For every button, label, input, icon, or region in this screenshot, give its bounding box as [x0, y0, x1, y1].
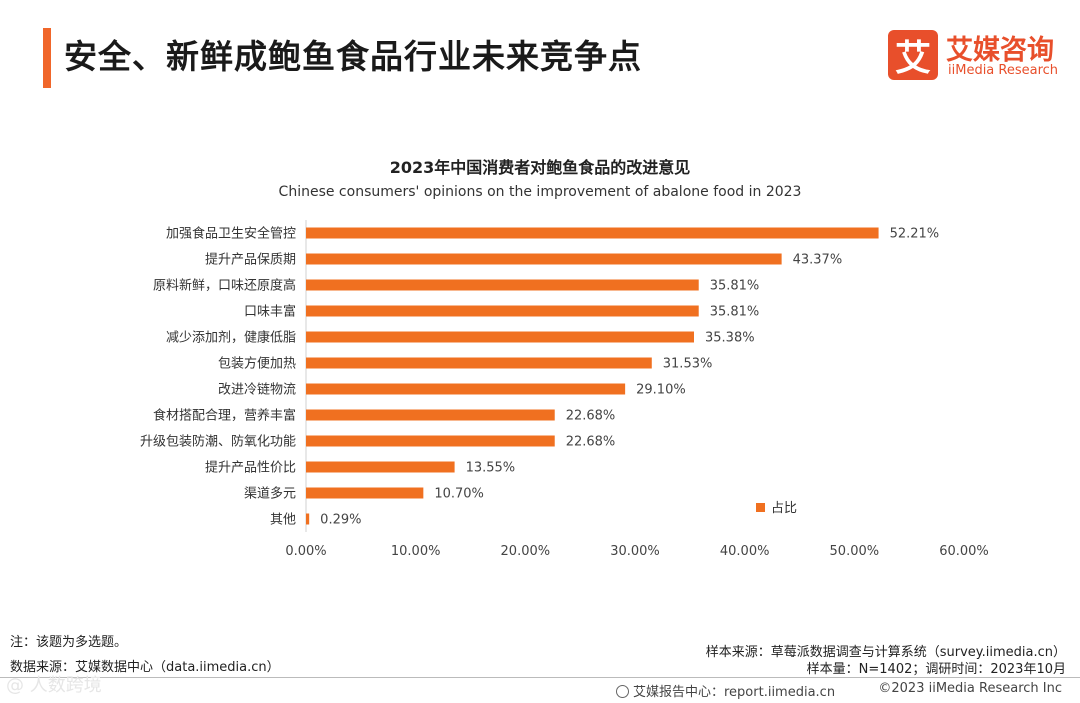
- logo-mark: 艾: [888, 30, 938, 80]
- data-source: 数据来源：艾媒数据中心（data.iimedia.cn）: [10, 660, 280, 675]
- bar: [306, 253, 782, 265]
- iimedia-logo: 艾 艾媒咨询 iiMedia Research: [888, 30, 1068, 82]
- title-accent-bar: [43, 28, 51, 88]
- category-label: 其他: [270, 513, 296, 528]
- category-label: 提升产品保质期: [205, 252, 296, 268]
- data-label: 29.10%: [636, 383, 686, 398]
- bar: [306, 487, 424, 499]
- data-label: 31.53%: [663, 357, 713, 372]
- report-center: 艾媒报告中心：report.iimedia.cn: [616, 681, 835, 700]
- data-label: 35.81%: [710, 279, 760, 294]
- x-tick-label: 30.00%: [610, 544, 660, 559]
- page-title: 安全、新鲜成鲍鱼食品行业未来竞争点: [64, 37, 642, 76]
- x-tick-label: 10.00%: [391, 544, 441, 559]
- chart-title: 2023年中国消费者对鲍鱼食品的改进意见: [389, 158, 691, 177]
- category-label: 食材搭配合理，营养丰富: [153, 408, 296, 424]
- x-tick-label: 60.00%: [939, 544, 989, 559]
- data-label: 13.55%: [466, 461, 516, 476]
- data-label: 22.68%: [566, 409, 616, 424]
- category-label: 减少添加剂，健康低脂: [166, 330, 296, 346]
- category-label: 包装方便加热: [218, 356, 296, 372]
- copyright: ©2023 iiMedia Research Inc: [878, 681, 1062, 696]
- bar: [306, 461, 455, 473]
- bar: [306, 357, 652, 369]
- bar: [306, 435, 555, 447]
- data-label: 52.21%: [890, 227, 940, 242]
- bar-chart: 加强食品卫生安全管控 52.21% 提升产品保质期 43.37% 原料新鲜，口味还原度高…: [140, 220, 989, 559]
- category-label: 原料新鲜，口味还原度高: [153, 278, 296, 294]
- bar: [306, 383, 626, 395]
- footer-divider: [0, 677, 1080, 678]
- globe-icon: [616, 685, 629, 698]
- category-label: 改进冷链物流: [218, 383, 296, 398]
- x-tick-label: 50.00%: [830, 544, 880, 559]
- multi-choice-note: 注：该题为多选题。: [10, 635, 128, 650]
- data-label: 43.37%: [793, 253, 843, 268]
- bar: [306, 331, 695, 343]
- bar: [306, 409, 555, 421]
- sample-source: 样本来源：草莓派数据调查与计算系统（survey.iimedia.cn）: [705, 645, 1066, 660]
- chart-subtitle: Chinese consumers' opinions on the impro…: [278, 184, 802, 200]
- logo-cn-text: 艾媒咨询: [946, 35, 1054, 66]
- bar: [306, 227, 879, 239]
- report-center-text: 艾媒报告中心：report.iimedia.cn: [633, 685, 836, 700]
- x-tick-label: 40.00%: [720, 544, 770, 559]
- sample-size: 样本量：N=1402；调研时间：2023年10月: [806, 662, 1066, 677]
- legend-swatch: [756, 503, 765, 512]
- data-label: 0.29%: [320, 513, 361, 528]
- data-label: 10.70%: [434, 487, 484, 502]
- watermark: @ 人数跨境: [6, 675, 102, 696]
- logo-en-text: iiMedia Research: [948, 63, 1059, 78]
- category-label: 提升产品性价比: [205, 460, 296, 476]
- bar: [306, 279, 699, 291]
- x-tick-label: 20.00%: [501, 544, 551, 559]
- data-label: 35.81%: [710, 305, 760, 320]
- bar: [306, 513, 310, 525]
- bar: [306, 305, 699, 317]
- category-label: 升级包装防潮、防氧化功能: [140, 434, 296, 450]
- x-tick-label: 0.00%: [285, 544, 326, 559]
- legend-label: 占比: [771, 501, 797, 516]
- category-label: 渠道多元: [244, 486, 296, 502]
- category-label: 口味丰富: [244, 304, 296, 320]
- category-label: 加强食品卫生安全管控: [166, 226, 296, 242]
- data-label: 35.38%: [705, 331, 755, 346]
- data-label: 22.68%: [566, 435, 616, 450]
